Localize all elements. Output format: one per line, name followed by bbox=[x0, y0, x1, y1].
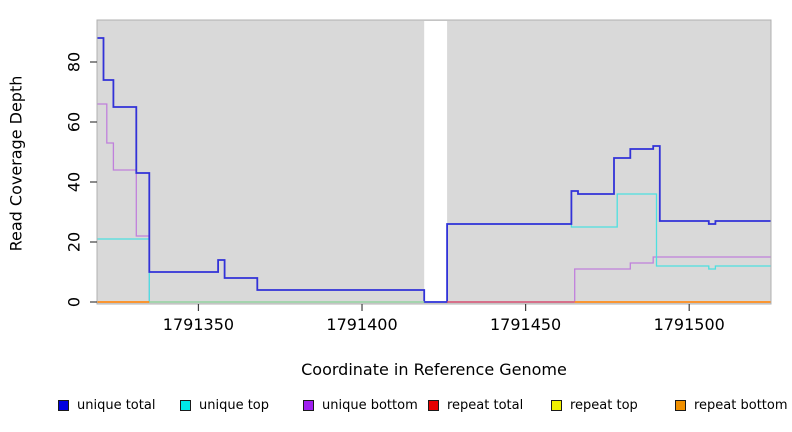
legend-label: unique top bbox=[199, 398, 270, 413]
y-tick-label: 20 bbox=[64, 231, 84, 253]
legend-swatch-repeat-bottom bbox=[675, 400, 686, 411]
legend-item-repeat-total: repeat total bbox=[428, 398, 523, 413]
series-unique-total bbox=[97, 37, 771, 303]
legend-item-unique-total: unique total bbox=[58, 398, 155, 413]
x-tick-label: 1791350 bbox=[162, 315, 235, 334]
legend-item-unique-top: unique top bbox=[180, 398, 269, 413]
legend-label: unique total bbox=[77, 398, 156, 413]
coverage-gap-region bbox=[424, 21, 448, 303]
legend-item-repeat-bottom: repeat bottom bbox=[675, 398, 788, 413]
legend-label: unique bottom bbox=[322, 398, 418, 413]
legend-label: repeat bottom bbox=[694, 398, 788, 413]
legend-label: repeat top bbox=[570, 398, 638, 413]
legend-item-unique-bottom: unique bottom bbox=[303, 398, 418, 413]
legend-item-repeat-top: repeat top bbox=[551, 398, 638, 413]
legend-swatch-unique-top bbox=[180, 400, 191, 411]
x-tick-label: 1791450 bbox=[489, 315, 562, 334]
legend-swatch-unique-total bbox=[58, 400, 69, 411]
legend-swatch-unique-bottom bbox=[303, 400, 314, 411]
x-axis-label: Coordinate in Reference Genome bbox=[301, 360, 567, 379]
legend-swatch-repeat-top bbox=[551, 400, 562, 411]
legend-swatch-repeat-total bbox=[428, 400, 439, 411]
y-tick-label: 40 bbox=[64, 171, 84, 193]
x-tick-label: 1791500 bbox=[653, 315, 725, 334]
plot-panel-border bbox=[96, 19, 772, 305]
x-tick-label: 1791400 bbox=[326, 315, 398, 334]
y-tick-label: 80 bbox=[64, 51, 84, 73]
y-axis-label: Read Coverage Depth bbox=[6, 75, 26, 252]
y-tick-label: 60 bbox=[64, 111, 84, 133]
legend: unique total unique top unique bottom re… bbox=[0, 398, 792, 418]
y-tick-label: 0 bbox=[64, 296, 84, 308]
legend-label: repeat total bbox=[447, 398, 524, 413]
